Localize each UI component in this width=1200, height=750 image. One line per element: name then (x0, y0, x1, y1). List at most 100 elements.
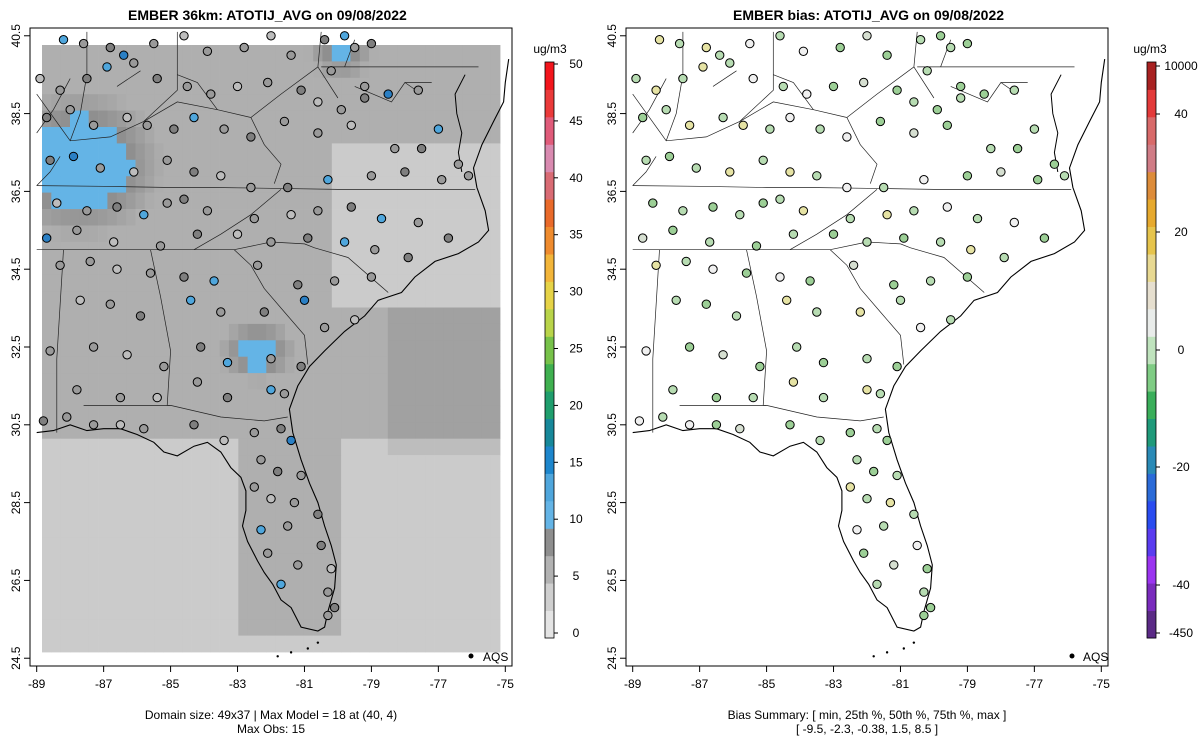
grid-cell (228, 61, 239, 79)
grid-cell (98, 61, 108, 79)
grid-cell (144, 209, 155, 226)
grid-cell (238, 553, 248, 571)
grid-cell (116, 619, 127, 636)
right-station-marker (899, 233, 909, 243)
grid-cell (369, 389, 379, 407)
right-colorbar-segment (1147, 254, 1156, 282)
grid-cell (443, 127, 454, 144)
grid-cell (60, 192, 71, 210)
grid-cell (303, 110, 314, 128)
grid-cell (116, 438, 127, 456)
left-colorbar-tick-label: 0 (573, 626, 580, 640)
grid-cell (472, 143, 482, 161)
grid-cell (98, 504, 108, 522)
grid-cell (247, 225, 258, 243)
grid-cell (70, 586, 80, 604)
grid-cell (126, 356, 136, 374)
left-station-marker (293, 280, 303, 290)
grid-cell (294, 487, 305, 505)
grid-cell (107, 635, 118, 653)
grid-cell (219, 110, 230, 128)
grid-cell (144, 291, 155, 308)
grid-cell (303, 455, 314, 472)
grid-cell (490, 471, 501, 489)
grid-cell (266, 274, 276, 292)
grid-cell (443, 77, 454, 95)
grid-cell (228, 323, 239, 341)
grid-cell (135, 274, 146, 292)
left-station-marker (55, 260, 65, 270)
right-key-island (912, 641, 916, 644)
grid-cell (51, 291, 61, 308)
left-y-tick-label: 24.5 (9, 646, 23, 670)
grid-cell (51, 159, 61, 177)
grid-cell (98, 520, 108, 538)
grid-cell (163, 127, 174, 144)
grid-cell (378, 61, 389, 79)
grid-cell (490, 77, 501, 95)
grid-cell (350, 340, 361, 358)
grid-cell (387, 553, 398, 571)
grid-cell (60, 455, 71, 472)
grid-cell (397, 570, 407, 587)
grid-cell (303, 570, 314, 587)
grid-cell (359, 537, 370, 554)
grid-cell (443, 586, 454, 604)
right-station-marker (802, 89, 812, 99)
grid-cell (144, 405, 155, 423)
grid-cell (42, 455, 52, 472)
grid-cell (126, 405, 136, 423)
right-key-island (902, 647, 906, 650)
grid-cell (135, 127, 146, 144)
left-y-tick-label: 26.5 (9, 568, 23, 592)
grid-cell (247, 553, 258, 571)
grid-cell (126, 520, 136, 538)
grid-cell (79, 487, 90, 505)
grid-cell (415, 570, 426, 587)
grid-cell (257, 209, 267, 226)
grid-cell (313, 438, 323, 456)
grid-cell (378, 405, 389, 423)
grid-cell (425, 61, 435, 79)
grid-cell (285, 291, 295, 308)
left-station-marker (323, 610, 333, 621)
grid-cell (60, 570, 71, 587)
grid-cell (42, 373, 52, 390)
grid-cell (369, 77, 379, 95)
grid-cell (425, 225, 435, 243)
left-station-marker (276, 424, 286, 434)
grid-cell (415, 455, 426, 472)
left-colorbar-tick-label: 5 (573, 569, 580, 583)
grid-cell (60, 471, 71, 489)
grid-cell (350, 159, 361, 177)
right-station-marker (785, 167, 795, 177)
grid-cell (313, 241, 323, 259)
grid-cell (303, 438, 314, 456)
grid-cell (472, 602, 482, 620)
grid-cell (406, 422, 417, 440)
left-basemap (36, 31, 510, 658)
grid-cell (443, 143, 454, 161)
grid-cell (228, 438, 239, 456)
grid-cell (443, 192, 454, 210)
grid-cell (191, 389, 202, 407)
grid-cell (481, 159, 491, 177)
left-state-boundary (317, 66, 339, 99)
grid-cell (60, 356, 71, 374)
grid-cell (210, 77, 220, 95)
right-state-boundary (632, 185, 1072, 190)
grid-cell (434, 389, 445, 407)
left-station-marker (82, 73, 92, 84)
grid-cell (88, 487, 99, 505)
grid-cell (51, 209, 61, 226)
grid-cell (322, 192, 333, 210)
right-station-marker (828, 81, 839, 92)
grid-cell (257, 127, 267, 144)
grid-cell (219, 241, 230, 259)
grid-cell (369, 635, 379, 653)
grid-cell (387, 291, 398, 308)
grid-cell (182, 61, 192, 79)
grid-cell (415, 602, 426, 620)
grid-cell (481, 323, 491, 341)
left-station-marker (313, 509, 323, 519)
